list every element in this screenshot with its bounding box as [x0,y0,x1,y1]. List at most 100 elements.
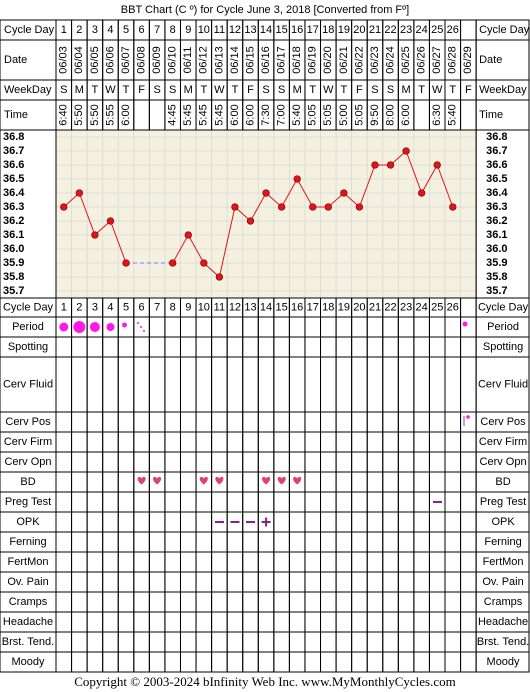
temp-point [277,203,286,211]
cell-text: 23 [400,301,412,313]
cell-text: 6:00 [400,104,412,125]
cell-text: 5:50 [73,104,85,125]
cell-text: 13 [244,301,256,313]
cell-text: 22 [384,301,396,313]
temp-point [402,147,410,155]
cell-text: W [323,84,334,96]
y-tick-label: 36.7 [486,145,507,157]
row-label: Headache [3,616,53,628]
row-label: Cerv Pos [480,416,526,428]
cell-text: 26 [447,301,459,313]
period-mark [73,321,86,333]
cell-text: T [200,84,207,96]
cell-text: F [138,84,145,96]
row-label: FertMon [483,556,524,568]
y-tick-label: 35.9 [3,257,24,269]
cell-text: 10 [198,24,210,36]
row-label: WeekDay [4,84,52,96]
cell-text: 12 [229,24,241,36]
y-tick-label: 36.3 [3,201,24,213]
chart-area [56,130,476,298]
temp-point [355,203,364,211]
cell-text: 06/08 [135,46,147,74]
cell-text: M [293,84,302,96]
footer: Copyright © 2003-2024 bInfinity Web Inc.… [74,674,455,689]
cell-text: 22 [384,24,396,36]
period-mark [59,322,69,332]
temp-point [60,203,68,211]
cell-text: 13 [244,24,256,36]
row-label: Headache [478,616,528,628]
cell-text: S [371,84,378,96]
cell-text: T [123,84,130,96]
y-tick-label: 36.8 [486,131,507,143]
cell-text: 7:00 [276,104,288,125]
cell-text: 5:40 [291,104,303,125]
cell-text: 16 [291,24,303,36]
y-tick-label: 36.6 [3,159,24,171]
cell-text: 10 [198,301,210,313]
row-label: Cramps [9,596,48,608]
row-label: FertMon [8,556,49,568]
temp-point [231,203,239,211]
cell-text: 21 [369,24,381,36]
cell-text: 26 [447,24,459,36]
row-label: Spotting [483,341,523,353]
y-tick-label: 36.3 [486,201,507,213]
row-label: Cerv Pos [5,416,51,428]
cell-text: 6:30 [431,104,443,125]
temp-point [122,259,130,267]
row-label: Ov. Pain [7,576,48,588]
cell-text: 20 [353,24,365,36]
cell-text: 5:00 [338,104,350,125]
cell-text: 24 [416,24,428,36]
cell-text: 14 [260,301,272,313]
row-label: Time [4,109,28,121]
temp-point [215,273,224,281]
cell-text: 3 [92,24,98,36]
row-label: OPK [16,516,40,528]
row-label: Cerv Firm [4,436,52,448]
y-tick-label: 35.8 [486,271,507,283]
title: BBT Chart (C º) for Cycle June 3, 2018 [… [121,4,409,16]
cell-text: 8 [170,301,176,313]
cell-text: M [402,84,411,96]
period-mark [89,322,100,332]
cell-text: 06/16 [260,46,272,74]
cell-text: 06/11 [182,47,194,74]
y-tick-label: 35.7 [486,285,507,297]
cerv-pos-mark [466,415,470,419]
y-tick-label: 36.0 [486,243,507,255]
y-tick-label: 36.7 [3,145,24,157]
cell-text: 8 [170,24,176,36]
cell-text: S [262,84,269,96]
cell-text: 5:45 [182,104,194,125]
cell-text: 5:05 [322,104,334,125]
cell-text: 14 [260,24,272,36]
cell [460,651,477,673]
y-tick-label: 36.0 [3,243,24,255]
temp-point [449,203,457,211]
temp-point [106,217,115,225]
cell-text: 6:00 [120,104,132,125]
row-label: Cerv Firm [479,436,527,448]
y-tick-label: 35.8 [3,271,24,283]
cell-text: 1 [61,24,67,36]
row-label: OPK [491,516,515,528]
spotting-dot [140,326,142,328]
row-label: Cerv Opn [480,456,527,468]
cell-text: 11 [214,301,225,313]
cell-text: 5:55 [104,104,116,125]
row-label: WeekDay [479,84,527,96]
row-label: Cerv Fluid [478,378,528,390]
temp-point [169,259,177,267]
cell-text: 4 [107,24,113,36]
opk-marks [215,517,271,527]
y-tick-label: 35.7 [3,285,24,297]
cell-text: 7:30 [260,104,272,125]
cell-text: W [432,84,443,96]
cell-text: 9 [185,24,191,36]
temp-point [371,161,379,169]
